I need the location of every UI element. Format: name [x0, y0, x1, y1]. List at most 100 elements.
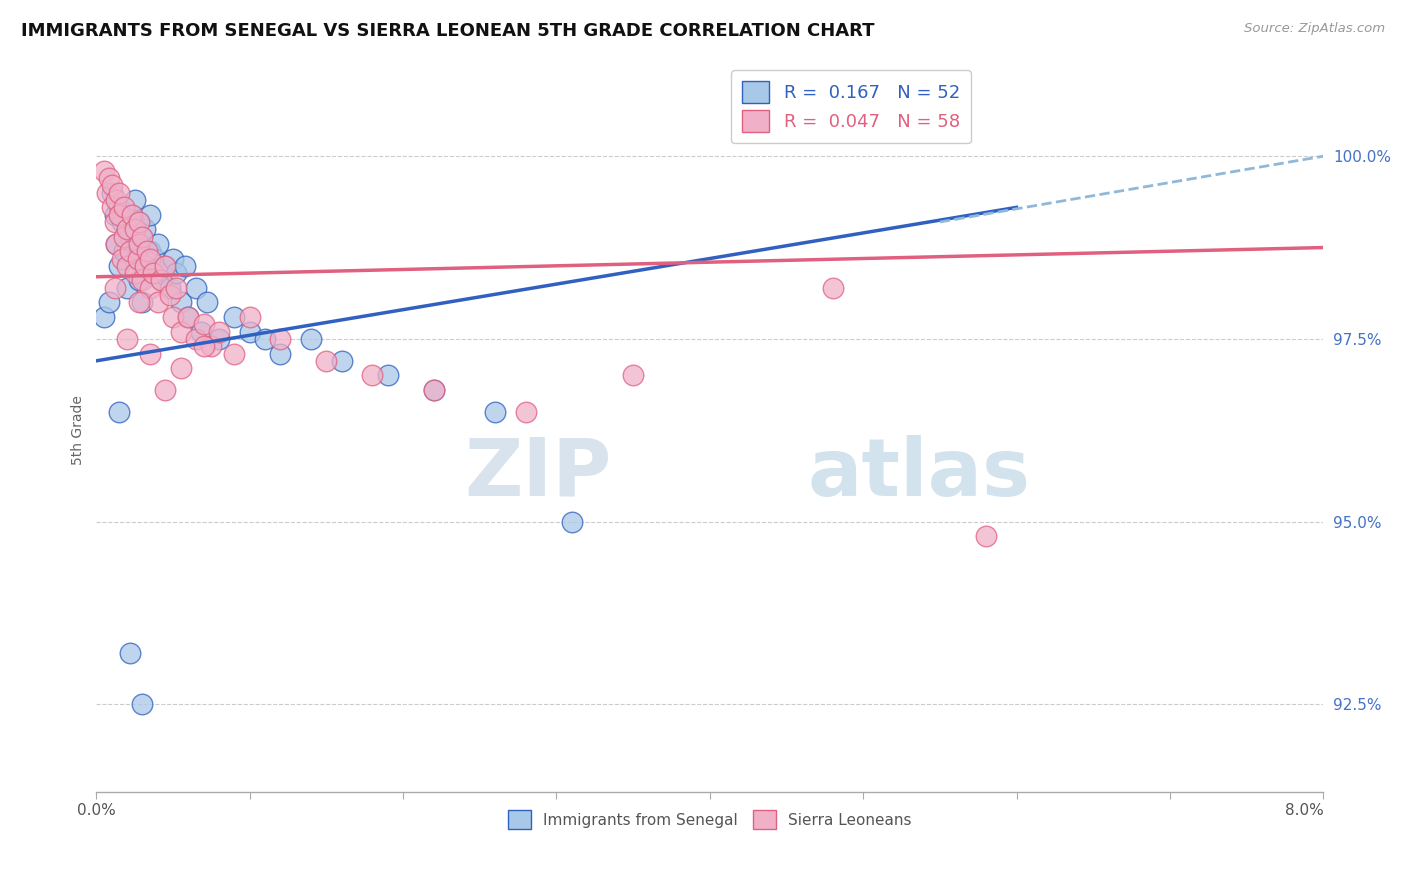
Text: 8.0%: 8.0% — [1285, 803, 1323, 818]
Point — [170, 325, 193, 339]
Point — [155, 259, 177, 273]
Point — [269, 332, 291, 346]
Point — [131, 698, 153, 712]
Point — [131, 295, 153, 310]
Point — [208, 325, 231, 339]
Point — [165, 266, 187, 280]
Point — [149, 273, 172, 287]
Legend: Immigrants from Senegal, Sierra Leoneans: Immigrants from Senegal, Sierra Leoneans — [502, 804, 918, 835]
Point — [131, 229, 153, 244]
Point — [200, 339, 222, 353]
Point — [184, 332, 207, 346]
Point — [121, 208, 143, 222]
Point — [239, 325, 262, 339]
Point — [93, 310, 115, 324]
Point — [128, 215, 150, 229]
Point — [561, 515, 583, 529]
Y-axis label: 5th Grade: 5th Grade — [72, 395, 86, 465]
Point — [136, 244, 159, 259]
Point — [115, 332, 138, 346]
Point — [193, 318, 215, 332]
Point — [377, 368, 399, 383]
Point — [139, 252, 162, 266]
Point — [269, 346, 291, 360]
Point — [155, 259, 177, 273]
Point — [165, 281, 187, 295]
Point — [159, 288, 181, 302]
Point — [128, 236, 150, 251]
Point — [97, 171, 120, 186]
Point — [143, 252, 166, 266]
Point — [134, 259, 156, 273]
Point — [112, 244, 135, 259]
Point — [184, 281, 207, 295]
Point — [108, 405, 131, 419]
Point — [120, 646, 142, 660]
Point — [146, 295, 169, 310]
Point — [111, 252, 134, 266]
Point — [127, 252, 149, 266]
Point — [115, 259, 138, 273]
Point — [139, 244, 162, 259]
Point — [142, 266, 165, 280]
Point — [515, 405, 537, 419]
Point — [104, 215, 127, 229]
Point — [146, 236, 169, 251]
Point — [177, 310, 200, 324]
Point — [108, 208, 131, 222]
Point — [361, 368, 384, 383]
Point — [254, 332, 277, 346]
Point — [115, 281, 138, 295]
Point — [111, 215, 134, 229]
Point — [315, 354, 337, 368]
Point — [108, 186, 131, 200]
Point — [115, 222, 138, 236]
Point — [105, 236, 128, 251]
Point — [124, 252, 146, 266]
Point — [128, 273, 150, 287]
Text: Source: ZipAtlas.com: Source: ZipAtlas.com — [1244, 22, 1385, 36]
Point — [621, 368, 644, 383]
Text: IMMIGRANTS FROM SENEGAL VS SIERRA LEONEAN 5TH GRADE CORRELATION CHART: IMMIGRANTS FROM SENEGAL VS SIERRA LEONEA… — [21, 22, 875, 40]
Point — [193, 339, 215, 353]
Point — [821, 281, 844, 295]
Point — [124, 193, 146, 207]
Point — [100, 178, 122, 193]
Point — [208, 332, 231, 346]
Point — [124, 266, 146, 280]
Point — [112, 200, 135, 214]
Point — [299, 332, 322, 346]
Point — [131, 273, 153, 287]
Point — [423, 383, 446, 397]
Point — [105, 236, 128, 251]
Point — [104, 281, 127, 295]
Point — [100, 200, 122, 214]
Point — [105, 193, 128, 207]
Point — [128, 215, 150, 229]
Point — [974, 529, 997, 543]
Point — [484, 405, 506, 419]
Point — [131, 229, 153, 244]
Point — [139, 346, 162, 360]
Point — [149, 273, 172, 287]
Point — [104, 208, 127, 222]
Point — [162, 310, 184, 324]
Point — [330, 354, 353, 368]
Point — [124, 222, 146, 236]
Point — [423, 383, 446, 397]
Point — [120, 244, 142, 259]
Point — [96, 186, 118, 200]
Text: 0.0%: 0.0% — [77, 803, 115, 818]
Point — [115, 222, 138, 236]
Point — [190, 325, 212, 339]
Point — [170, 295, 193, 310]
Point — [159, 281, 181, 295]
Point — [224, 346, 246, 360]
Point — [142, 266, 165, 280]
Point — [136, 259, 159, 273]
Point — [177, 310, 200, 324]
Point — [128, 295, 150, 310]
Point — [121, 208, 143, 222]
Point — [112, 229, 135, 244]
Point — [120, 229, 142, 244]
